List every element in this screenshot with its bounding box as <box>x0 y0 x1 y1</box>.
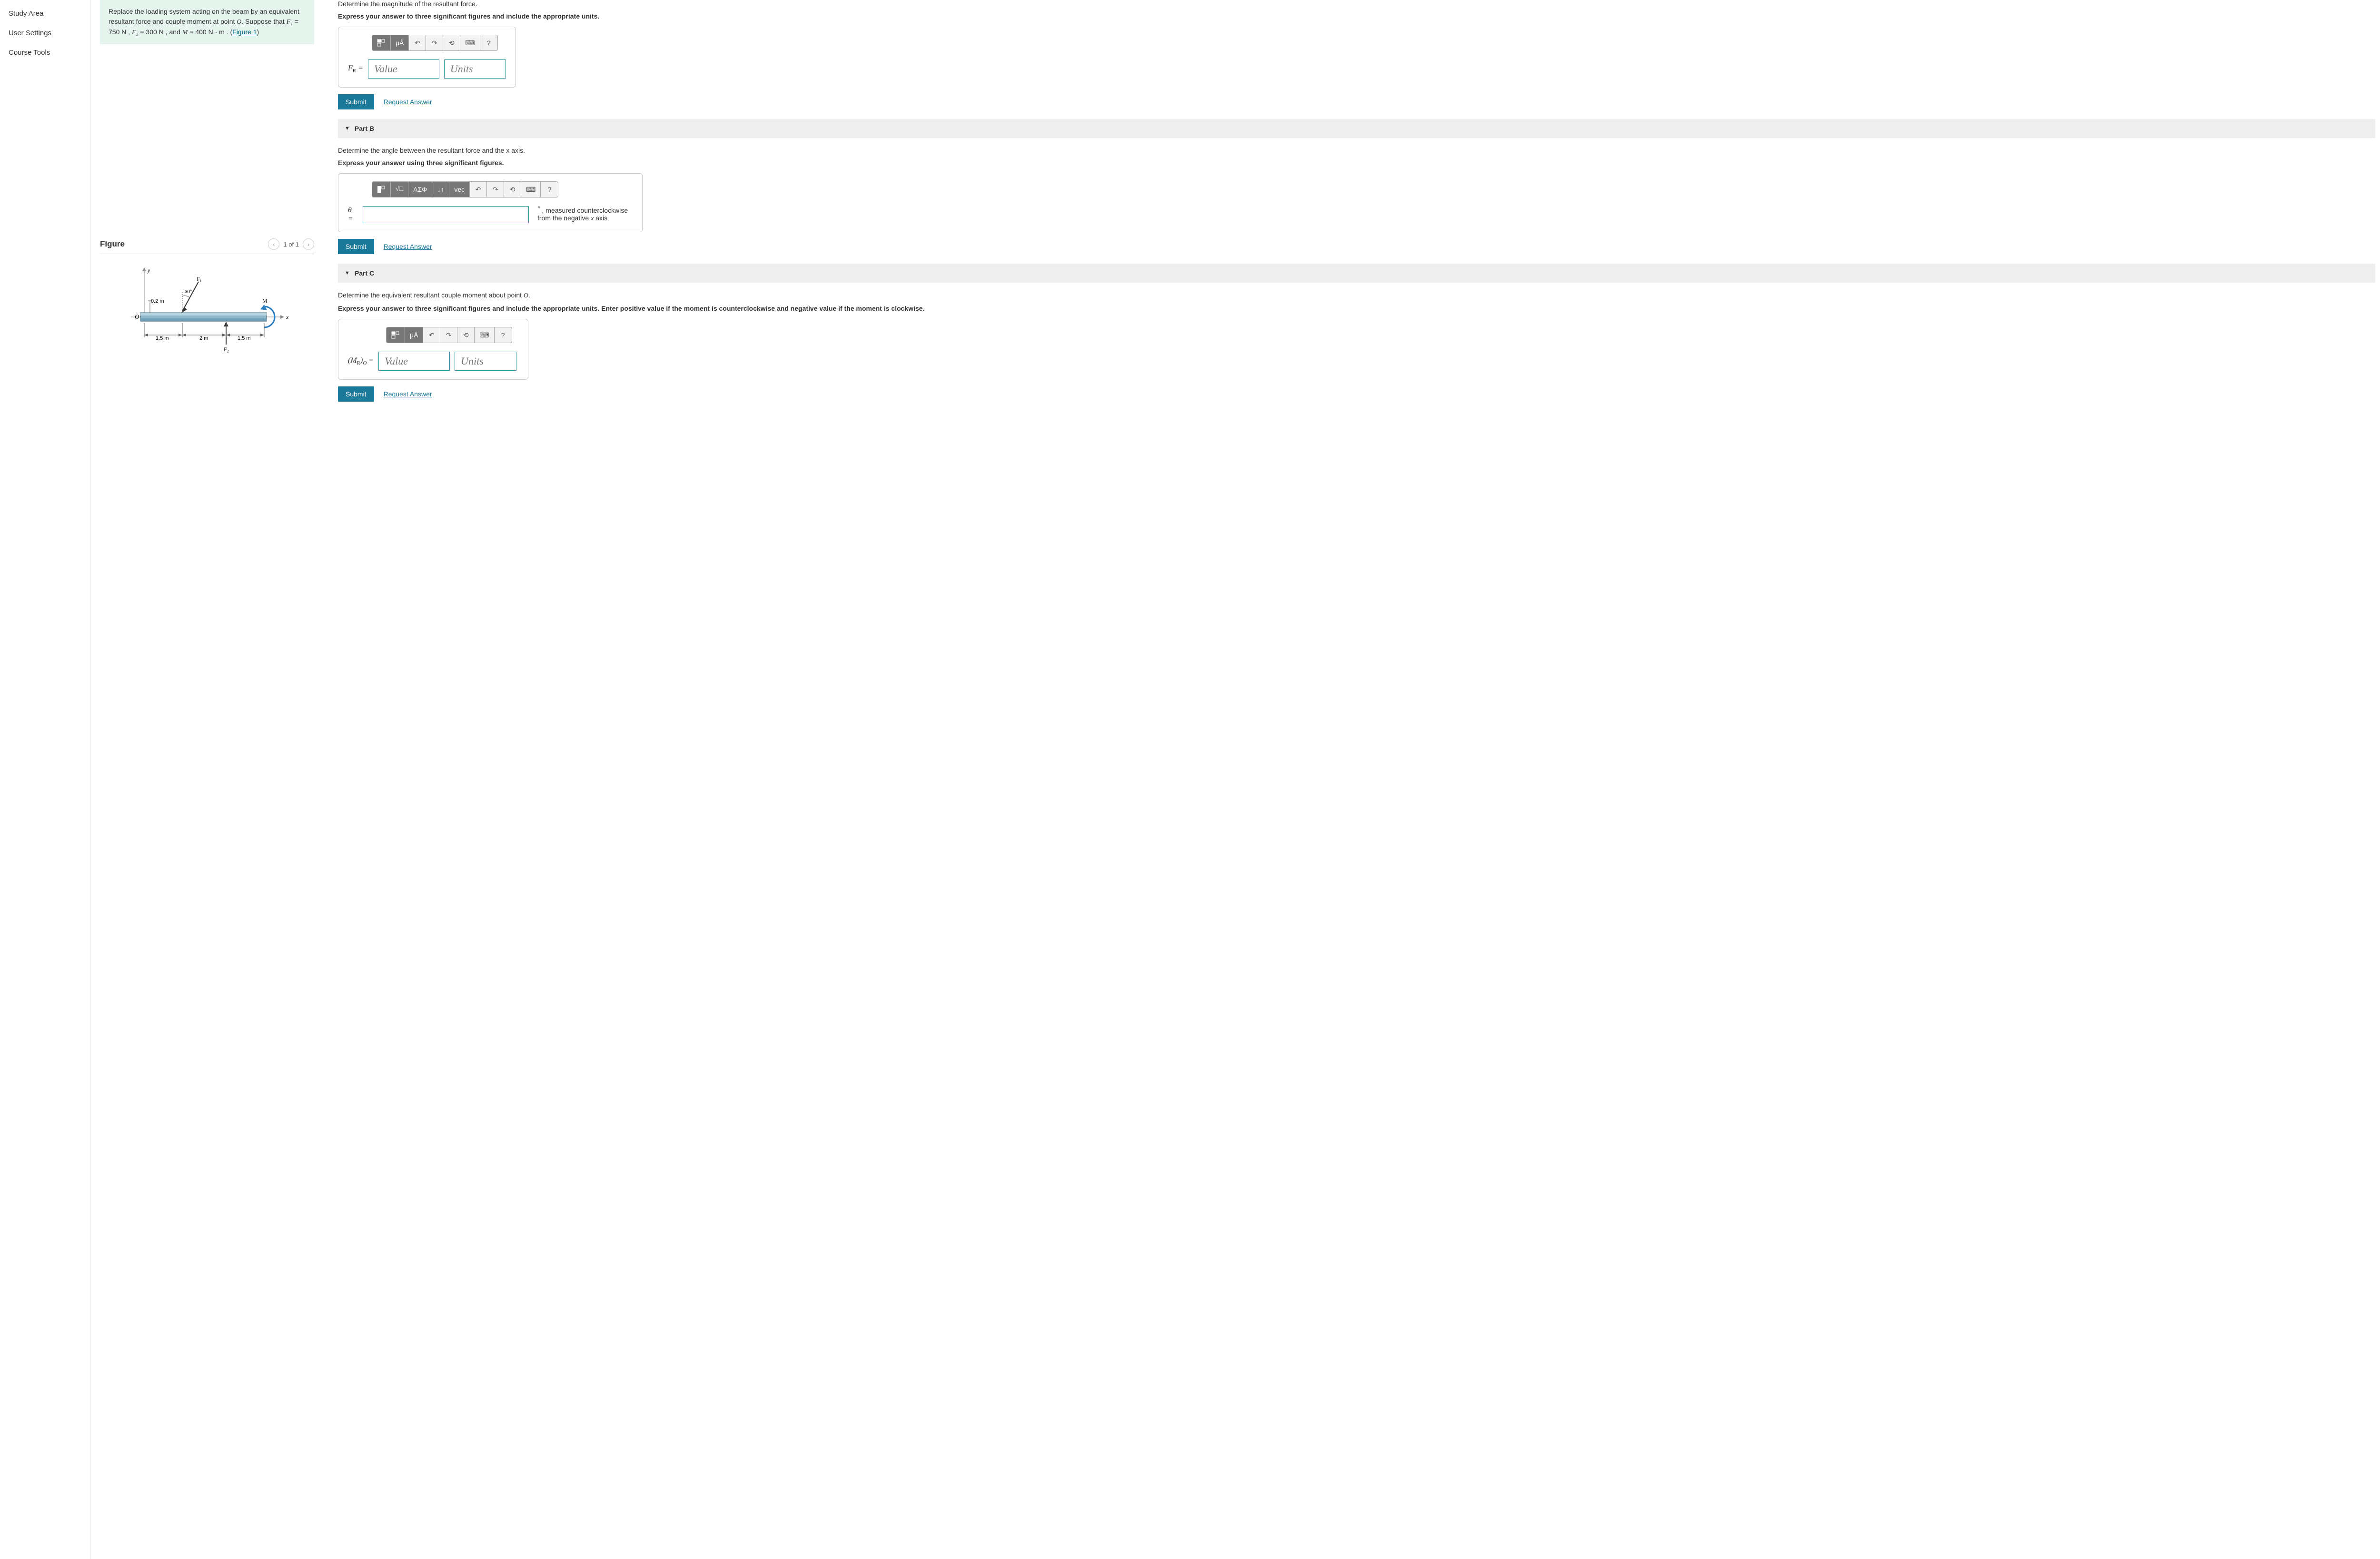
point-o: O <box>237 19 241 26</box>
angle-label: 30° <box>185 289 192 295</box>
keyboard-button[interactable]: ⌨ <box>475 327 494 343</box>
partb-instruction: Determine the angle between the resultan… <box>338 147 2375 154</box>
dim-h2: 2 m <box>199 335 208 341</box>
moment-label: M <box>262 297 268 304</box>
partb-submit-button[interactable]: Submit <box>338 239 374 254</box>
left-column: Replace the loading system acting on the… <box>90 0 324 1559</box>
partc-request-answer-link[interactable]: Request Answer <box>384 390 432 398</box>
template-button[interactable] <box>372 182 391 197</box>
keyboard-icon: ⌨ <box>465 39 475 47</box>
y-axis-label: y <box>147 267 150 274</box>
keyboard-icon: ⌨ <box>479 331 489 339</box>
dim-h3: 1.5 m <box>238 335 251 341</box>
sidebar: Study Area User Settings Course Tools <box>0 0 90 1559</box>
undo-button[interactable]: ↶ <box>470 182 487 197</box>
figure-next-button[interactable]: › <box>303 238 314 250</box>
partb-request-answer-link[interactable]: Request Answer <box>384 243 432 250</box>
caret-down-icon: ▼ <box>345 270 350 276</box>
undo-button[interactable]: ↶ <box>409 35 426 50</box>
figure-nav: ‹ 1 of 1 › <box>268 238 314 250</box>
beam-figure: y x O 0.2 m 30° <box>121 264 293 368</box>
partc-instruction: Determine the equivalent resultant coupl… <box>338 291 2375 300</box>
keyboard-icon: ⌨ <box>526 186 536 194</box>
partb-variable: θ = <box>348 206 358 223</box>
template-button[interactable] <box>387 327 405 343</box>
figure-counter: 1 of 1 <box>283 241 299 248</box>
partc-bold: Express your answer to three significant… <box>338 305 2375 312</box>
partb-toolbar: √□ ΑΣΦ ↓↑ vec ↶ ↷ ⟲ ⌨ ? <box>372 181 558 197</box>
partc-variable: (MR)O = <box>348 356 374 366</box>
help-button[interactable]: ? <box>495 327 512 343</box>
help-button[interactable]: ? <box>541 182 558 197</box>
parta-submit-row: Submit Request Answer <box>338 94 2375 109</box>
partb-equation-row: θ = ° , measured counterclockwise from t… <box>348 206 633 223</box>
partb-bold: Express your answer using three signific… <box>338 159 2375 167</box>
greek-button[interactable]: ΑΣΦ <box>408 182 432 197</box>
parta-variable: FR = <box>348 64 363 74</box>
parta-answer-box: μÅ ↶ ↷ ⟲ ⌨ ? FR = <box>338 27 516 88</box>
reset-button[interactable]: ⟲ <box>457 327 475 343</box>
units-mu-button[interactable]: μÅ <box>391 35 409 50</box>
f1-label: F₁ <box>197 276 202 282</box>
redo-button[interactable]: ↷ <box>440 327 457 343</box>
undo-button[interactable]: ↶ <box>423 327 440 343</box>
sidebar-item-course-tools[interactable]: Course Tools <box>0 43 90 62</box>
parta-units-input[interactable] <box>444 59 506 79</box>
partb-value-input[interactable] <box>363 206 529 223</box>
dim-h1: 1.5 m <box>156 335 169 341</box>
figure-body: y x O 0.2 m 30° <box>100 254 314 378</box>
redo-button[interactable]: ↷ <box>426 35 443 50</box>
updown-button[interactable]: ↓↑ <box>432 182 449 197</box>
figure-title: Figure <box>100 239 125 249</box>
reset-button[interactable]: ⟲ <box>504 182 521 197</box>
partc-submit-row: Submit Request Answer <box>338 386 2375 402</box>
partc-answer-box: μÅ ↶ ↷ ⟲ ⌨ ? (MR)O = <box>338 319 528 380</box>
keyboard-button[interactable]: ⌨ <box>460 35 480 50</box>
dim-vertical: 0.2 m <box>151 298 164 304</box>
partb-answer-box: √□ ΑΣΦ ↓↑ vec ↶ ↷ ⟲ ⌨ ? θ = ° , measured… <box>338 173 643 232</box>
figure-header: Figure ‹ 1 of 1 › <box>100 235 314 254</box>
parta-instruction: Determine the magnitude of the resultant… <box>338 0 2375 8</box>
sidebar-item-study-area[interactable]: Study Area <box>0 4 90 23</box>
reset-button[interactable]: ⟲ <box>443 35 460 50</box>
partb-title: Part B <box>355 125 374 132</box>
partc-units-input[interactable] <box>455 352 516 371</box>
parta-submit-button[interactable]: Submit <box>338 94 374 109</box>
problem-statement: Replace the loading system acting on the… <box>100 0 314 44</box>
parta-value-input[interactable] <box>368 59 439 79</box>
parta-request-answer-link[interactable]: Request Answer <box>384 98 432 106</box>
main-content: Replace the loading system acting on the… <box>90 0 2380 1559</box>
figure-link[interactable]: Figure 1 <box>232 28 257 36</box>
units-mu-button[interactable]: μÅ <box>405 327 423 343</box>
help-button[interactable]: ? <box>480 35 497 50</box>
f2-label: F₂ <box>224 346 229 353</box>
partc-toolbar: μÅ ↶ ↷ ⟲ ⌨ ? <box>386 327 512 343</box>
partc-equation-row: (MR)O = <box>348 352 518 371</box>
template-button[interactable] <box>372 35 391 50</box>
caret-down-icon: ▼ <box>345 126 350 131</box>
right-column: Determine the magnitude of the resultant… <box>324 0 2380 1559</box>
parta-bold: Express your answer to three significant… <box>338 12 2375 20</box>
parta-equation-row: FR = <box>348 59 506 79</box>
partb-header[interactable]: ▼ Part B <box>338 119 2375 138</box>
partb-after-text: ° , measured counterclockwise from the n… <box>537 207 633 223</box>
redo-button[interactable]: ↷ <box>487 182 504 197</box>
origin-label: O <box>135 313 139 320</box>
x-axis-label: x <box>286 314 289 320</box>
figure-prev-button[interactable]: ‹ <box>268 238 279 250</box>
partc-title: Part C <box>355 269 374 277</box>
vec-button[interactable]: vec <box>449 182 470 197</box>
parta-toolbar: μÅ ↶ ↷ ⟲ ⌨ ? <box>372 35 498 51</box>
partc-value-input[interactable] <box>378 352 450 371</box>
partb-submit-row: Submit Request Answer <box>338 239 2375 254</box>
partc-submit-button[interactable]: Submit <box>338 386 374 402</box>
keyboard-button[interactable]: ⌨ <box>521 182 541 197</box>
sqrt-button[interactable]: √□ <box>391 182 408 197</box>
partc-header[interactable]: ▼ Part C <box>338 264 2375 283</box>
sidebar-item-user-settings[interactable]: User Settings <box>0 23 90 43</box>
